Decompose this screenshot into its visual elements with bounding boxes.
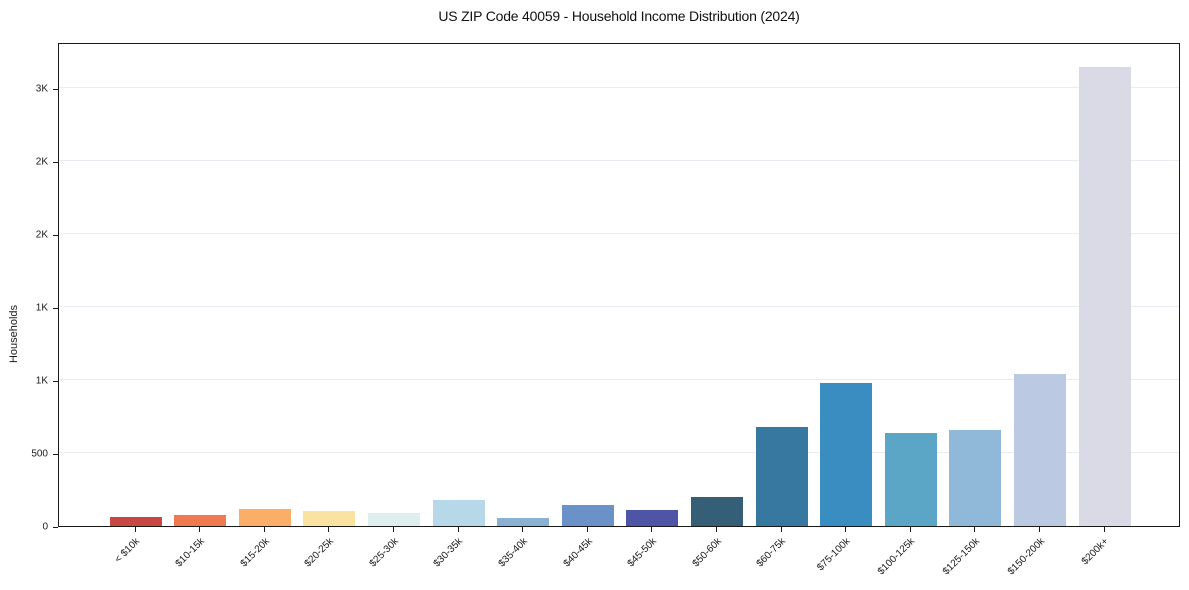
y-tick-mark bbox=[53, 380, 58, 382]
bar--100-125k bbox=[884, 432, 937, 526]
y-tick-label: 2K bbox=[35, 156, 48, 168]
x-axis: < $10k $10-15k $15-20k $20-25k $25-30k $30-35… bbox=[58, 527, 1180, 590]
gridline bbox=[59, 87, 1179, 88]
bar--125-150k bbox=[949, 430, 1002, 526]
x-tick-mark bbox=[1103, 527, 1105, 532]
x-tick-label: $30-35k bbox=[431, 536, 466, 570]
x-tick-mark bbox=[199, 527, 201, 532]
bar--200k+ bbox=[1078, 66, 1131, 526]
x-tick-label: $200k+ bbox=[1080, 536, 1112, 568]
x-tick-mark bbox=[780, 527, 782, 532]
bar--75-100k bbox=[820, 382, 873, 526]
bar--150-200k bbox=[1013, 374, 1066, 526]
bar--45-50k bbox=[626, 510, 679, 526]
y-tick-label: 1K bbox=[35, 302, 48, 314]
bar--60-75k bbox=[755, 426, 808, 526]
plot-area bbox=[58, 43, 1180, 527]
y-tick-mark bbox=[53, 453, 58, 455]
bar--50-60k bbox=[690, 497, 743, 526]
y-tick-label: 3K bbox=[35, 83, 48, 95]
x-tick-label: $10-15k bbox=[173, 536, 207, 570]
x-tick-mark bbox=[845, 527, 847, 532]
x-tick-label: $125-150k bbox=[940, 536, 983, 578]
x-tick-label: $20-25k bbox=[302, 536, 337, 570]
bar--40-45k bbox=[561, 505, 614, 526]
x-tick-label: $45-50k bbox=[625, 536, 660, 570]
x-tick-label: $75-100k bbox=[815, 536, 853, 574]
bar--25-30k bbox=[367, 513, 420, 526]
bar--15-20k bbox=[238, 509, 291, 526]
x-tick-label: $40-45k bbox=[561, 536, 595, 570]
bar--20-25k bbox=[303, 510, 356, 526]
x-tick-mark bbox=[328, 527, 330, 532]
y-tick-label: 500 bbox=[31, 448, 48, 460]
x-tick-mark bbox=[974, 527, 976, 532]
chart-title: US ZIP Code 40059 - Household Income Dis… bbox=[438, 8, 800, 24]
x-tick-label: $60-75k bbox=[754, 536, 789, 570]
y-tick-label: 1K bbox=[35, 375, 48, 387]
gridline bbox=[59, 233, 1179, 234]
x-tick-label: $100-125k bbox=[876, 536, 918, 578]
x-tick-mark bbox=[522, 527, 524, 532]
x-tick-label: $25-30k bbox=[367, 536, 401, 570]
gridline bbox=[59, 160, 1179, 161]
x-tick-mark bbox=[651, 527, 653, 532]
x-tick-mark bbox=[586, 527, 588, 532]
y-tick-label: 0 bbox=[42, 521, 48, 533]
y-tick-mark bbox=[53, 161, 58, 163]
x-tick-mark bbox=[392, 527, 394, 532]
y-tick-mark bbox=[53, 234, 58, 236]
y-tick-mark bbox=[53, 527, 58, 528]
x-tick-mark bbox=[457, 527, 459, 532]
y-tick-mark bbox=[53, 88, 58, 90]
gridline bbox=[59, 306, 1179, 307]
y-axis: Households 0 500 1K 1K 2K 2K 3K bbox=[0, 43, 58, 533]
bar--35-40k bbox=[497, 517, 550, 526]
gridline bbox=[59, 379, 1179, 380]
bar--10k bbox=[109, 517, 162, 526]
x-tick-mark bbox=[715, 527, 717, 532]
x-tick-label: $150-200k bbox=[1005, 536, 1047, 578]
x-tick-label: $15-20k bbox=[238, 536, 272, 570]
y-tick-mark bbox=[53, 307, 58, 309]
bar--10-15k bbox=[174, 514, 227, 526]
y-axis-label: Households bbox=[8, 304, 20, 364]
x-tick-mark bbox=[1038, 527, 1040, 532]
bar--30-35k bbox=[432, 499, 485, 526]
y-tick-label: 2K bbox=[35, 229, 48, 241]
gridline bbox=[59, 452, 1179, 453]
x-tick-label: $50-60k bbox=[690, 536, 724, 570]
x-tick-label: < $10k bbox=[113, 536, 143, 566]
x-tick-mark bbox=[134, 527, 136, 532]
x-tick-mark bbox=[909, 527, 911, 532]
x-tick-label: $35-40k bbox=[496, 536, 530, 570]
x-tick-mark bbox=[263, 527, 265, 532]
